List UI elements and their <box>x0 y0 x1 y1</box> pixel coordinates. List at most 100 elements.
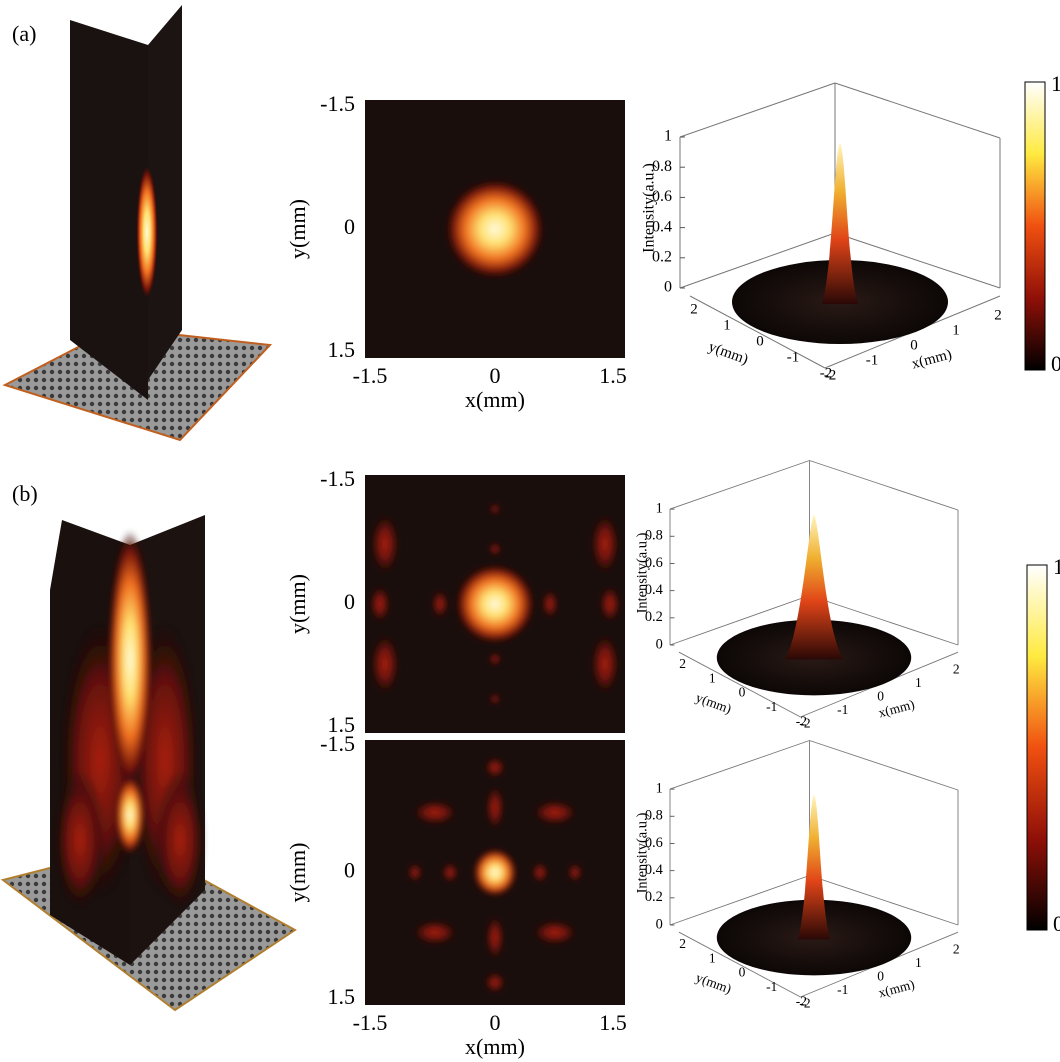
side-lobe <box>533 800 577 825</box>
x-tick-label: -1 <box>837 702 848 717</box>
map-pattern <box>408 757 582 993</box>
axis-box-line <box>809 460 959 511</box>
main-spot <box>473 848 517 897</box>
surface-peak <box>785 514 843 660</box>
y-axis-label: y(mm) <box>285 843 310 903</box>
y-axis-label: y(mm) <box>706 339 750 368</box>
side-lobe <box>486 785 504 830</box>
map-pattern <box>445 179 545 279</box>
side-lobe <box>591 634 619 694</box>
z-tick-label: 1 <box>656 780 663 796</box>
y-axis-label: y(mm) <box>694 970 734 997</box>
x-tick-label: -2 <box>799 715 810 730</box>
y-tick-label: 1.5 <box>328 984 356 1009</box>
x-tick-label: -1 <box>837 982 848 997</box>
z-tick-label: 0.8 <box>645 528 663 544</box>
beam-focus <box>116 775 144 855</box>
axis-box-line <box>679 82 836 138</box>
side-lobe <box>408 863 422 882</box>
y-axis-label: y(mm) <box>285 199 310 259</box>
colorbar <box>1024 81 1046 371</box>
side-lobe <box>533 920 577 945</box>
beam-render-b <box>0 515 297 1012</box>
z-tick-label: 0.8 <box>645 808 663 824</box>
z-tick-label: 0 <box>664 279 672 296</box>
axis-box-line <box>809 875 959 926</box>
y-tick-label: 2 <box>679 936 686 951</box>
x-tick-label: 2 <box>953 661 960 676</box>
y-tick-label: 0 <box>344 214 355 239</box>
x-tick-label: 1 <box>915 675 922 690</box>
z-tick-label: 0.2 <box>645 609 663 625</box>
z-tick-label: 0 <box>656 916 663 932</box>
y-tick-label: -1 <box>766 699 777 714</box>
z-tick-label: 0.2 <box>645 889 663 905</box>
side-lobe <box>371 514 399 574</box>
side-lobe <box>413 920 457 945</box>
side-lobe <box>489 653 501 665</box>
z-tick-label: 0.6 <box>652 188 672 205</box>
side-lobe <box>489 543 501 555</box>
y-tick-label: 1 <box>709 950 716 965</box>
intensity-map <box>365 100 625 358</box>
x-tick-label: -1.5 <box>353 1010 388 1035</box>
y-tick-label: 0 <box>344 589 355 614</box>
side-lobe <box>542 590 558 618</box>
y-tick-label: -1 <box>766 979 777 994</box>
axis-box-line <box>669 740 810 790</box>
axis-box-line <box>809 595 959 646</box>
surface-peak <box>797 794 831 940</box>
x-axis-label: x(mm) <box>465 1034 525 1059</box>
beam-focus <box>136 164 158 300</box>
colorbar-max-label: 1 <box>1051 71 1060 96</box>
side-lobe <box>485 757 505 778</box>
z-axis-label: Intensity(a.u.) <box>634 812 650 893</box>
side-lobe <box>490 504 500 514</box>
x-tick-label: 1.5 <box>599 1010 627 1035</box>
colorbar-min-label: 0 <box>1053 911 1060 936</box>
y-tick-label: 0 <box>739 685 746 700</box>
z-tick-label: 1 <box>656 500 663 516</box>
axis-box-line <box>678 931 801 998</box>
surface-peak <box>822 143 858 304</box>
main-spot <box>445 179 545 279</box>
beam-focus <box>108 530 152 790</box>
colorbar-max-label: 1 <box>1053 554 1060 579</box>
x-tick-label: 0 <box>877 968 884 983</box>
y-tick-label: 2 <box>690 301 698 317</box>
side-lobe <box>532 862 548 883</box>
side-lobe <box>413 800 457 825</box>
y-tick-label: 1 <box>709 670 716 685</box>
x-tick-label: 0 <box>877 688 884 703</box>
axis-box-line <box>834 232 1001 289</box>
z-tick-label: 0.8 <box>652 158 672 175</box>
z-tick-label: 0.4 <box>652 218 672 235</box>
intensity-map <box>365 475 625 733</box>
surface-plot: 0 0.2 0.4 0.6 0.8 1 Intensity(a.u.) 2 1 0 -1 -2 y(mm… <box>634 740 960 1010</box>
x-tick-label: 1 <box>952 322 960 338</box>
intensity-map <box>365 740 625 1005</box>
y-tick-label: 1.5 <box>328 337 356 362</box>
y-tick-label: -2 <box>820 365 833 381</box>
beam-plane <box>70 20 148 400</box>
axis-box-line <box>679 232 836 289</box>
x-tick-label: -1.5 <box>353 363 388 388</box>
axis-box-line <box>689 295 826 369</box>
axis-box-line <box>669 595 810 646</box>
y-tick-label: 0 <box>756 333 764 349</box>
x-tick-label: -2 <box>824 367 837 383</box>
side-lobe <box>432 590 448 618</box>
z-tick-label: 0.2 <box>652 248 672 265</box>
side-lobe <box>371 634 399 694</box>
y-tick-label: 0 <box>344 858 355 883</box>
beam-glow <box>55 530 205 910</box>
colorbar <box>1026 564 1048 931</box>
side-lobe <box>55 770 105 910</box>
y-axis-label: y(mm) <box>694 690 734 717</box>
z-axis-label: Intensity(a.u.) <box>634 532 650 613</box>
side-lobe <box>486 915 504 960</box>
axis-box-line <box>669 875 810 926</box>
colorbar-min-label: 0 <box>1051 351 1060 376</box>
side-lobe <box>485 972 505 993</box>
panel-label: (a) <box>12 21 36 46</box>
